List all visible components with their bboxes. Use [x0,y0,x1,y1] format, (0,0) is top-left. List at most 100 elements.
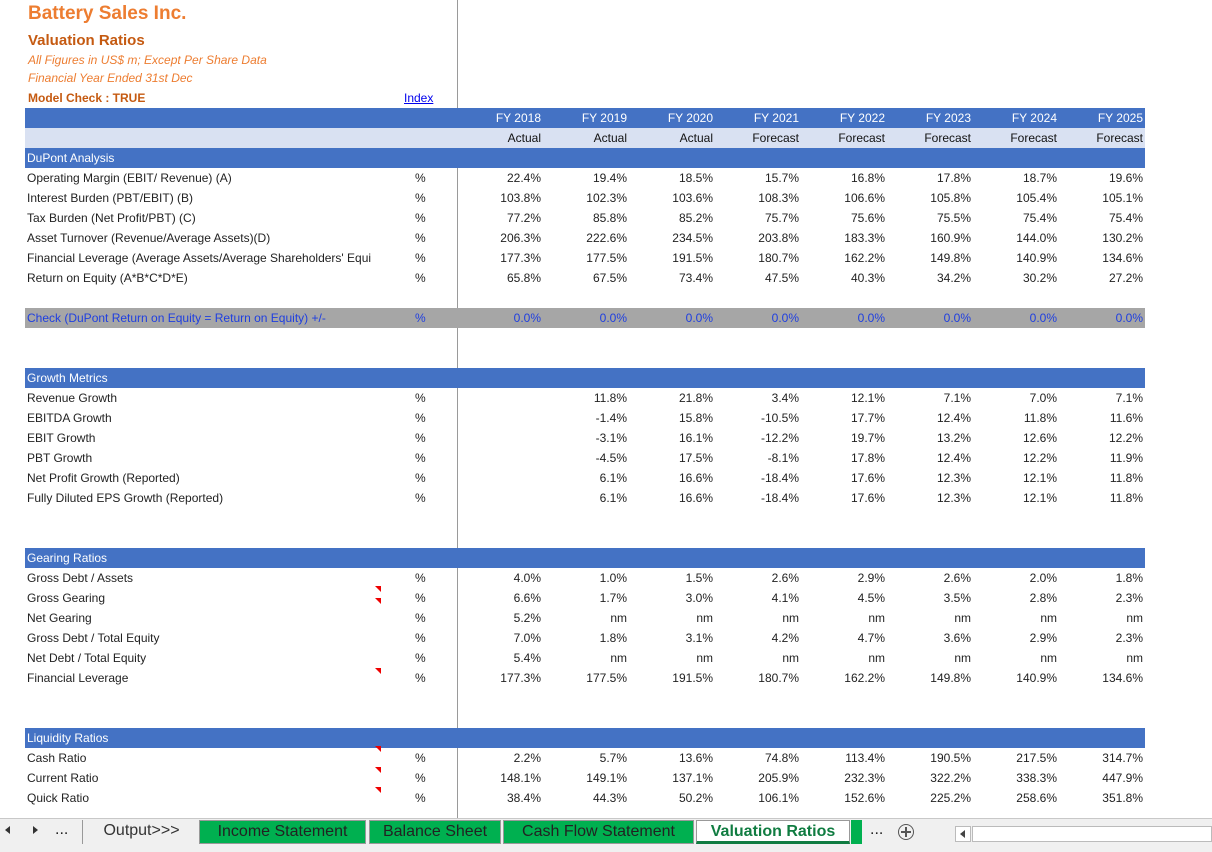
cell-value: 4.5% [857,591,885,605]
cell-value: 183.3% [844,231,885,245]
cell-value: 232.3% [844,771,885,785]
cell-value: 177.5% [586,251,627,265]
cell-value: 40.3% [850,271,885,285]
row-label: EBIT Growth [27,431,96,445]
sheet-tab[interactable]: Output>>> [82,820,200,844]
tabs-more[interactable]: ... [55,821,69,838]
cell-value: 12.6% [1022,431,1057,445]
row-label: Asset Turnover (Revenue/Average Assets)(… [27,231,271,245]
cell-value: 3.5% [943,591,971,605]
row-label: Interest Burden (PBT/EBIT) (B) [27,191,194,205]
cell-value: 15.8% [678,411,713,425]
cell-value: 177.3% [500,671,541,685]
check-band [25,308,1145,328]
cell-value: 206.3% [500,231,541,245]
cell-value: 203.8% [758,231,799,245]
unit: % [415,271,426,285]
section-band [25,548,1145,568]
unit: % [415,211,426,225]
cell-value: 106.6% [844,191,885,205]
row-label: Fully Diluted EPS Growth (Reported) [27,491,224,505]
hscroll-arrow [960,830,965,838]
cell-value: 191.5% [672,251,713,265]
scroll-right[interactable] [33,826,38,834]
unit: % [415,451,426,465]
cell-value: 5.7% [599,751,627,765]
cell-value: 4.7% [857,631,885,645]
cell-value: 2.6% [771,571,799,585]
cell-value: 19.4% [592,171,627,185]
row-label: Net Debt / Total Equity [27,651,147,665]
cell-value: 5.2% [513,611,541,625]
cell-value: 75.4% [1108,211,1143,225]
period-type: Forecast [924,131,971,145]
cell-value: 73.4% [678,271,713,285]
cell-value: 85.8% [592,211,627,225]
cell-value: 105.1% [1102,191,1143,205]
row-label: Quick Ratio [27,791,90,805]
cell-value: 75.7% [764,211,799,225]
year-header: FY 2018 [495,111,541,125]
cell-value: 11.8% [593,391,627,405]
cell-value: 7.0% [1029,391,1057,405]
cell-value: -4.5% [595,451,627,465]
row-label: Return on Equity (A*B*C*D*E) [27,271,188,285]
sheet-tab[interactable]: Valuation Ratios [696,820,850,844]
add-sheet[interactable] [898,824,914,840]
cell-value: 74.8% [764,751,799,765]
tabs-more[interactable]: ... [870,821,884,838]
cell-value: 6.6% [513,591,541,605]
cell-value: nm [782,651,799,665]
sheet-tab[interactable]: Income Statement [199,820,366,844]
cell-value: 15.7% [764,171,799,185]
year-header: FY 2025 [1097,111,1143,125]
cell-value: 149.1% [586,771,627,785]
unit: % [415,471,426,485]
sheet-tab[interactable]: Balance Sheet [369,820,501,844]
section-title: Gearing Ratios [27,551,108,565]
scroll-left[interactable] [5,826,10,834]
cell-value: 34.2% [936,271,971,285]
row-label: Financial Leverage (Average Assets/Avera… [27,251,372,265]
cell-value: nm [696,651,713,665]
cell-value: 134.6% [1102,671,1143,685]
cell-value: 13.2% [936,431,971,445]
section-band [25,368,1145,388]
year-header: FY 2022 [839,111,885,125]
cell-value: 130.2% [1102,231,1143,245]
unit: % [415,771,426,785]
cell-value: nm [1040,651,1057,665]
tab-sliver [851,820,862,844]
cell-value: 2.9% [857,571,885,585]
period-type: Actual [507,131,541,145]
cell-value: 11.6% [1109,411,1143,425]
row-label: Financial Leverage [27,671,129,685]
cell-value: 0.0% [857,311,885,325]
unit: % [415,651,426,665]
sheet-tab[interactable]: Cash Flow Statement [503,820,694,844]
cell-value: 16.1% [678,431,713,445]
cell-value: 222.6% [586,231,627,245]
comment-indicator [375,586,381,592]
cell-value: 12.1% [1022,471,1057,485]
row-label: Gross Gearing [27,591,106,605]
cell-value: 149.8% [930,671,971,685]
row-label: Tax Burden (Net Profit/PBT) (C) [27,211,196,225]
row-label: Gross Debt / Assets [27,571,134,585]
cell-value: 77.2% [506,211,541,225]
cell-value: 11.8% [1023,411,1057,425]
comment-indicator [375,746,381,752]
cell-value: 0.0% [771,311,799,325]
row-label: Cash Ratio [27,751,87,765]
cell-value: 21.8% [678,391,713,405]
index-link[interactable]: Index [404,91,434,105]
cell-value: 0.0% [685,311,713,325]
cell-value: 65.8% [506,271,541,285]
period-type: Forecast [752,131,799,145]
model-check: Model Check : TRUE [28,91,146,105]
row-label: EBITDA Growth [27,411,112,425]
row-label: Current Ratio [27,771,99,785]
cell-value: -18.4% [760,471,799,485]
period-type: Forecast [838,131,885,145]
cell-value: 12.3% [936,491,971,505]
